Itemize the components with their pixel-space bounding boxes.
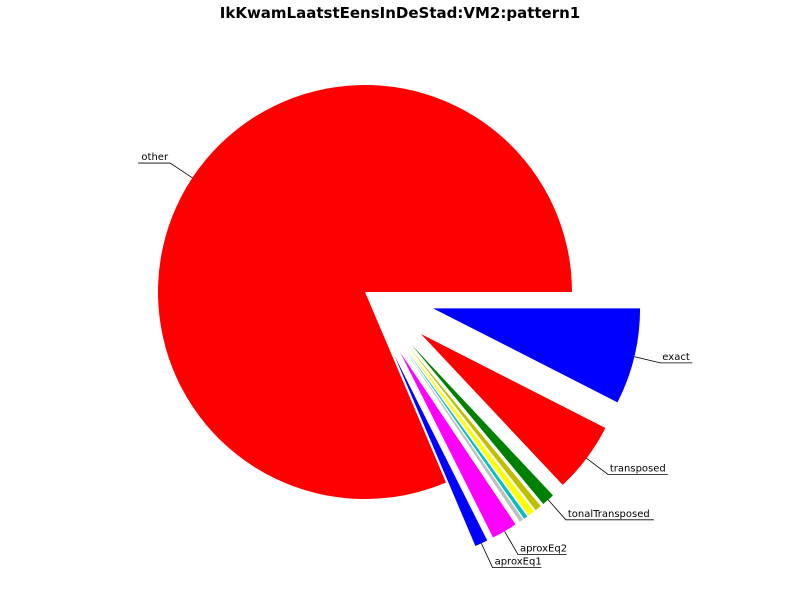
pie-slices: [157, 85, 641, 547]
pie-slice-tonalTransposed: [411, 344, 553, 505]
leader-line-aproxEq2: [504, 531, 567, 555]
chart-title: IkKwamLaatstEensInDeStad:VM2:pattern1: [220, 4, 580, 22]
pie-slice-unlabeled-3: [408, 346, 541, 511]
leader-line-tonalTransposed: [547, 499, 654, 521]
pie-slice-unlabeled-4: [407, 347, 534, 516]
pie-slice-exact: [433, 308, 641, 403]
slice-label-transposed: transposed: [610, 463, 666, 474]
leader-line-aproxEq1: [481, 543, 542, 569]
leader-line-transposed: [586, 457, 668, 475]
pie-slice-aproxEq2: [400, 352, 516, 538]
slice-label-aproxEq1: aproxEq1: [495, 557, 542, 568]
slice-label-aproxEq2: aproxEq2: [520, 543, 567, 554]
leader-line-exact: [634, 356, 693, 364]
slice-label-exact: exact: [662, 352, 690, 363]
slice-label-tonalTransposed: tonalTransposed: [568, 509, 650, 520]
pie-slice-unlabeled-6: [404, 349, 524, 522]
pie-slice-aproxEq1: [394, 355, 488, 547]
pie-slice-unlabeled-5: [405, 349, 528, 519]
pie-labels: exact transposed tonalTransposed aproxEq2 ap…: [138, 152, 693, 569]
slice-label-other: other: [141, 152, 169, 163]
pie-slice-other: [157, 85, 572, 500]
leader-line-other: [138, 162, 193, 179]
pie-slice-transposed: [420, 334, 606, 485]
